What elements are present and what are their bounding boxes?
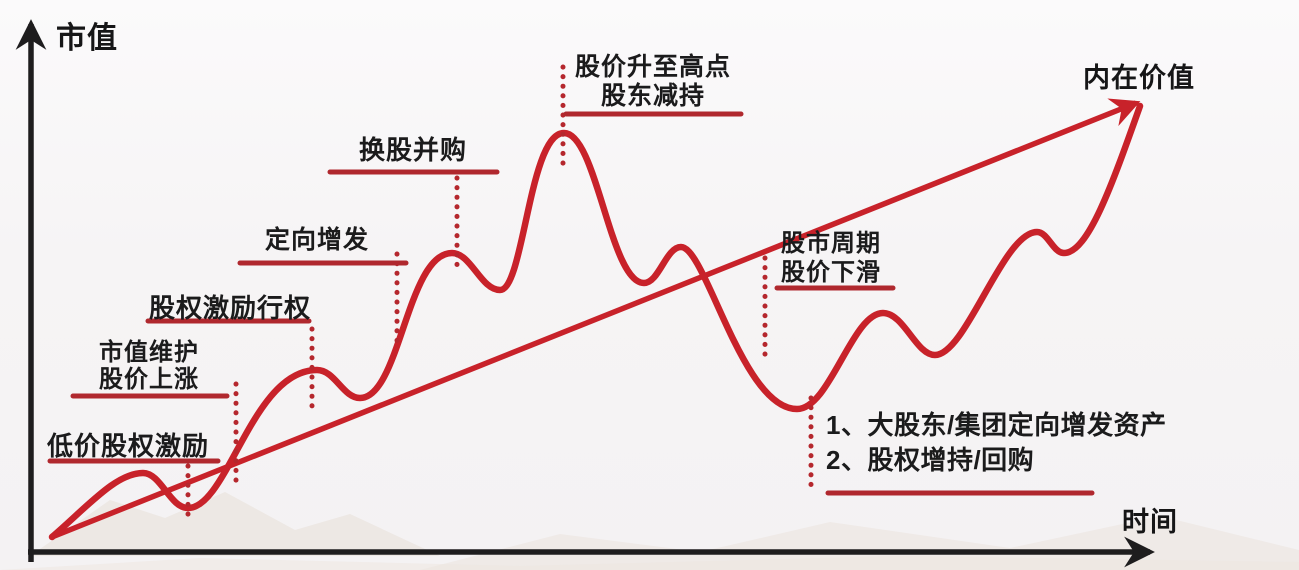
annotation-market-cycle-line1: 股市周期 <box>781 230 881 257</box>
annotation-underlines <box>47 111 1095 496</box>
annotation-equity-exercise: 股权激励行权 <box>149 293 312 323</box>
annotation-price-peak-line2: 股东减持 <box>600 82 705 110</box>
mountain-watermark <box>0 492 1299 570</box>
annotation-bottom-measures-item1: 1、大股东/集团定向增发资产 <box>826 410 1167 440</box>
annotation-mv-maintenance-line2: 股价上涨 <box>99 366 199 393</box>
annotation-bottom-measures-item2: 2、股权增持/回购 <box>826 445 1035 475</box>
intrinsic-value-label: 内在价值 <box>1083 63 1195 93</box>
annotation-price-peak-line1: 股价升至高点 <box>574 53 731 81</box>
annotation-mv-maintenance-line1: 市值维护 <box>99 339 199 366</box>
dotted-connectors <box>185 64 814 525</box>
annotation-bottom-measures: 1、大股东/集团定向增发资产 2、股权增持/回购 <box>826 408 1167 478</box>
y-axis-label: 市值 <box>56 22 118 55</box>
annotation-mv-maintenance: 市值维护 股价上涨 <box>58 339 240 393</box>
annotation-low-price-incentive: 低价股权激励 <box>47 431 210 461</box>
annotation-market-cycle: 股市周期 股价下滑 <box>781 229 881 287</box>
annotation-private-placement: 定向增发 <box>265 226 370 254</box>
market-value-curve <box>48 102 1144 541</box>
annotation-share-swap-ma: 换股并购 <box>359 135 468 165</box>
x-axis-label: 时间 <box>1122 507 1178 537</box>
annotation-price-peak: 股价升至高点 股东减持 <box>553 53 753 111</box>
annotation-market-cycle-line2: 股价下滑 <box>781 259 881 286</box>
